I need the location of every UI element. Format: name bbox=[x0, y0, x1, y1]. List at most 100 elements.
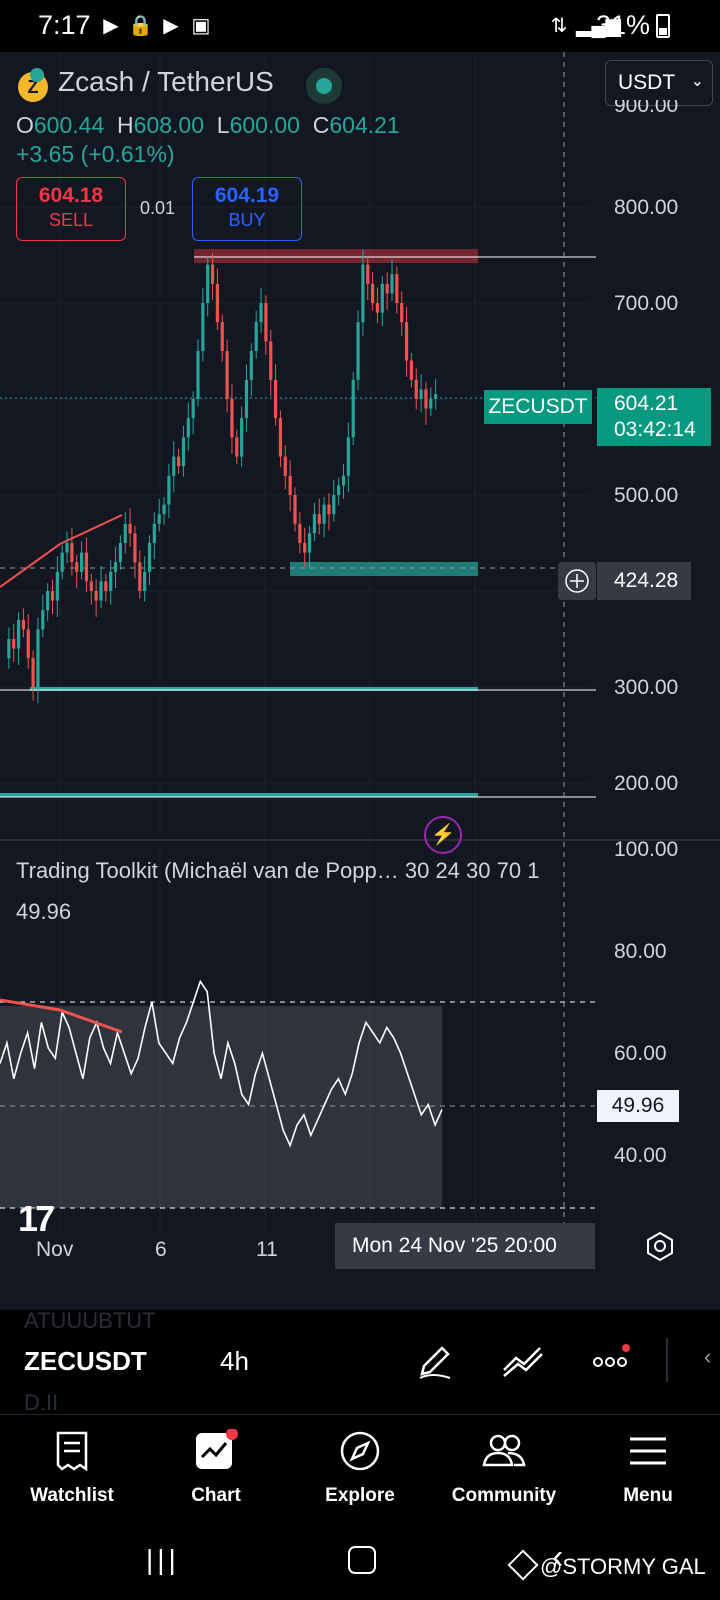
chevron-down-icon: ⌄ bbox=[690, 73, 704, 90]
bar-countdown: 03:42:14 bbox=[614, 418, 696, 441]
nav-label: Chart bbox=[191, 1485, 241, 1506]
candle-body bbox=[341, 475, 346, 486]
buy-button[interactable]: 604.19 BUY bbox=[192, 177, 302, 241]
home-icon[interactable] bbox=[348, 1546, 376, 1574]
candle-body bbox=[181, 437, 186, 467]
buy-label: BUY bbox=[228, 210, 266, 230]
candle-body bbox=[346, 437, 350, 476]
candle-body bbox=[167, 475, 171, 505]
indicator-title[interactable]: Trading Toolkit (Michaël van de Popp… 30… bbox=[16, 858, 540, 883]
recent-apps-icon[interactable]: ||| bbox=[146, 1544, 180, 1575]
candle-body bbox=[225, 351, 229, 399]
compass-icon bbox=[340, 1431, 380, 1471]
market-open-icon[interactable] bbox=[306, 68, 342, 104]
candle-body bbox=[36, 629, 40, 687]
candle-body bbox=[293, 495, 297, 524]
candle-body bbox=[366, 264, 370, 284]
candle-body bbox=[395, 274, 399, 303]
candle-body bbox=[128, 523, 132, 534]
nav-chart[interactable]: Chart bbox=[144, 1415, 288, 1533]
candle-body bbox=[123, 523, 127, 543]
bottom-navigation: Watchlist Chart Explore Community Menu bbox=[0, 1414, 720, 1532]
sell-button[interactable]: 604.18 SELL bbox=[16, 177, 126, 241]
indicator-tick: 100.00 bbox=[614, 838, 679, 861]
nav-explore[interactable]: Explore bbox=[288, 1415, 432, 1533]
indicator-tick: 40.00 bbox=[614, 1144, 667, 1167]
indicator-tick: 60.00 bbox=[614, 1042, 667, 1065]
watchlist-icon bbox=[56, 1431, 88, 1472]
candle-body bbox=[283, 456, 287, 476]
rsi-line bbox=[0, 979, 443, 1148]
price-chart-canvas[interactable] bbox=[0, 52, 720, 1310]
indicator-value-tag: 49.96 bbox=[597, 1090, 679, 1122]
indicator-tick: 80.00 bbox=[614, 940, 667, 963]
candle-body bbox=[84, 552, 89, 582]
drawing-tools-icon[interactable] bbox=[412, 1338, 458, 1384]
candle-body bbox=[240, 418, 244, 457]
candle-body bbox=[385, 283, 389, 294]
time-tick: Nov bbox=[36, 1238, 74, 1261]
candle-body bbox=[235, 437, 239, 457]
spread-value: 0.01 bbox=[140, 198, 176, 218]
sell-label: SELL bbox=[48, 210, 94, 230]
candle-body bbox=[278, 418, 283, 457]
currency-select[interactable]: USDT ⌄ bbox=[605, 60, 713, 106]
tradingview-logo-icon: 17 bbox=[18, 1198, 55, 1239]
currency-value: USDT bbox=[618, 71, 676, 94]
more-options-icon[interactable] bbox=[590, 1338, 636, 1384]
chevron-left-icon[interactable]: ‹ bbox=[704, 1344, 712, 1369]
candle-body bbox=[70, 543, 74, 563]
chart-settings-icon[interactable] bbox=[642, 1228, 678, 1264]
candle-body bbox=[404, 322, 409, 361]
last-price-tag: 604.21 03:42:14 bbox=[597, 388, 711, 446]
community-icon bbox=[482, 1434, 526, 1467]
candle-body bbox=[322, 504, 326, 524]
trend-line bbox=[0, 514, 123, 588]
lock-icon: 🔒 bbox=[128, 15, 153, 37]
candle-body bbox=[186, 418, 190, 438]
indicators-icon[interactable] bbox=[500, 1338, 546, 1384]
crosshair-price-tag: 424.28 bbox=[597, 562, 691, 600]
symbol-label-tag: ZECUSDT bbox=[484, 390, 592, 424]
interval-button[interactable]: 4h bbox=[220, 1346, 249, 1376]
watermark-text: @STORMY GAL bbox=[540, 1554, 706, 1579]
candle-body bbox=[249, 351, 253, 380]
support-zone bbox=[290, 562, 478, 576]
candle-body bbox=[206, 264, 210, 303]
candle-body bbox=[113, 562, 118, 572]
watermark-logo-icon bbox=[507, 1549, 539, 1581]
candle-body bbox=[375, 303, 380, 313]
price-tick: 800.00 bbox=[614, 196, 679, 219]
symbol-search-button[interactable]: ZECUSDT bbox=[24, 1346, 147, 1376]
candle-body bbox=[230, 399, 234, 438]
media-icon: ▶ bbox=[163, 15, 179, 37]
time-tick: 6 bbox=[155, 1238, 167, 1261]
candle-body bbox=[429, 399, 433, 409]
nav-watchlist[interactable]: Watchlist bbox=[0, 1415, 144, 1533]
lightning-icon[interactable]: ⚡ bbox=[424, 816, 462, 854]
time-tick: 11 bbox=[256, 1238, 278, 1261]
rsi-trend-line bbox=[0, 998, 123, 1034]
nav-community[interactable]: Community bbox=[432, 1415, 576, 1533]
add-alert-button[interactable] bbox=[558, 562, 596, 600]
symbol-title[interactable]: Zcash / TetherUS bbox=[58, 66, 274, 97]
rsi-band bbox=[0, 1006, 442, 1208]
candle-body bbox=[196, 351, 200, 399]
nav-label: Explore bbox=[325, 1485, 395, 1506]
price-tick: 900.00 bbox=[614, 100, 679, 117]
back-icon[interactable]: ‹ bbox=[552, 1538, 564, 1576]
candle-body bbox=[254, 322, 258, 351]
nav-menu[interactable]: Menu bbox=[576, 1415, 720, 1533]
symbol-toolbar: ATUUUBTUT ZECUSDT 4h D.II ‹ bbox=[0, 1308, 720, 1415]
nav-label: Watchlist bbox=[30, 1485, 114, 1506]
status-bar: 7:17 ▶ 🔒 ▶ ▣ ⇅ ▂▄▆ 31% bbox=[0, 0, 720, 52]
candle-body bbox=[356, 322, 360, 380]
candle-body bbox=[244, 379, 249, 419]
candle-body bbox=[201, 303, 205, 351]
candle-body bbox=[12, 639, 16, 649]
candle-body bbox=[409, 360, 413, 380]
candle-body bbox=[75, 562, 79, 572]
signal-icon: ▂▄▆ bbox=[576, 15, 621, 37]
candle-body bbox=[172, 456, 176, 476]
chart-area[interactable]: Z Zcash / TetherUS O600.44 H608.00 L600.… bbox=[0, 52, 720, 1310]
